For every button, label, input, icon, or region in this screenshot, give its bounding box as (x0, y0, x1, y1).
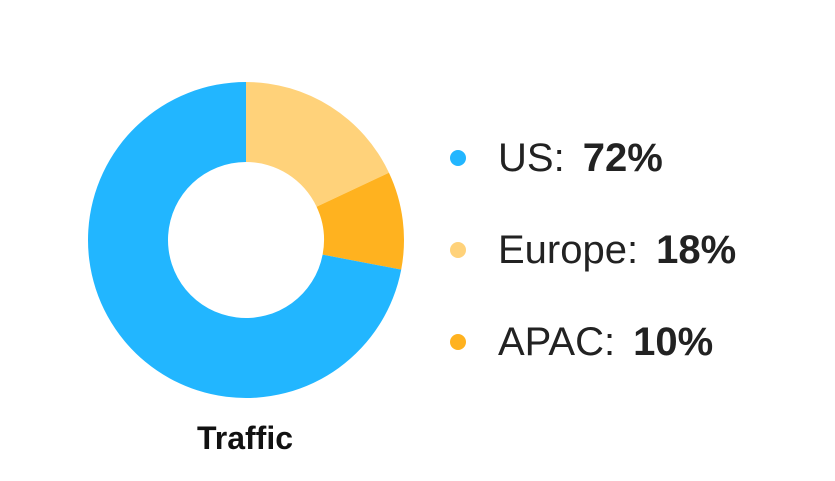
legend-label-europe: Europe (498, 227, 627, 272)
legend-item-europe: Europe : 18% (450, 220, 736, 280)
legend-item-us: US : 72% (450, 128, 736, 188)
legend-label-us: US (498, 135, 554, 180)
legend-value-europe: 18% (656, 227, 737, 272)
legend-dot-europe (450, 242, 466, 258)
donut-slice-us (88, 82, 402, 398)
donut-slice-apac (316, 172, 405, 270)
legend-separator: : (626, 227, 639, 272)
legend: US : 72% Europe : 18% APAC : 10% (450, 128, 736, 404)
legend-separator: : (603, 319, 616, 364)
legend-value-apac: 10% (633, 319, 714, 364)
legend-dot-apac (450, 334, 466, 350)
legend-dot-us (450, 150, 466, 166)
donut-chart (88, 82, 405, 398)
donut-slice-europe (246, 82, 389, 207)
legend-value-us: 72% (582, 135, 663, 180)
chart-title: Traffic (196, 420, 294, 456)
legend-separator: : (553, 135, 565, 180)
legend-label-apac: APAC (498, 319, 604, 364)
legend-item-apac: APAC : 10% (450, 312, 736, 372)
